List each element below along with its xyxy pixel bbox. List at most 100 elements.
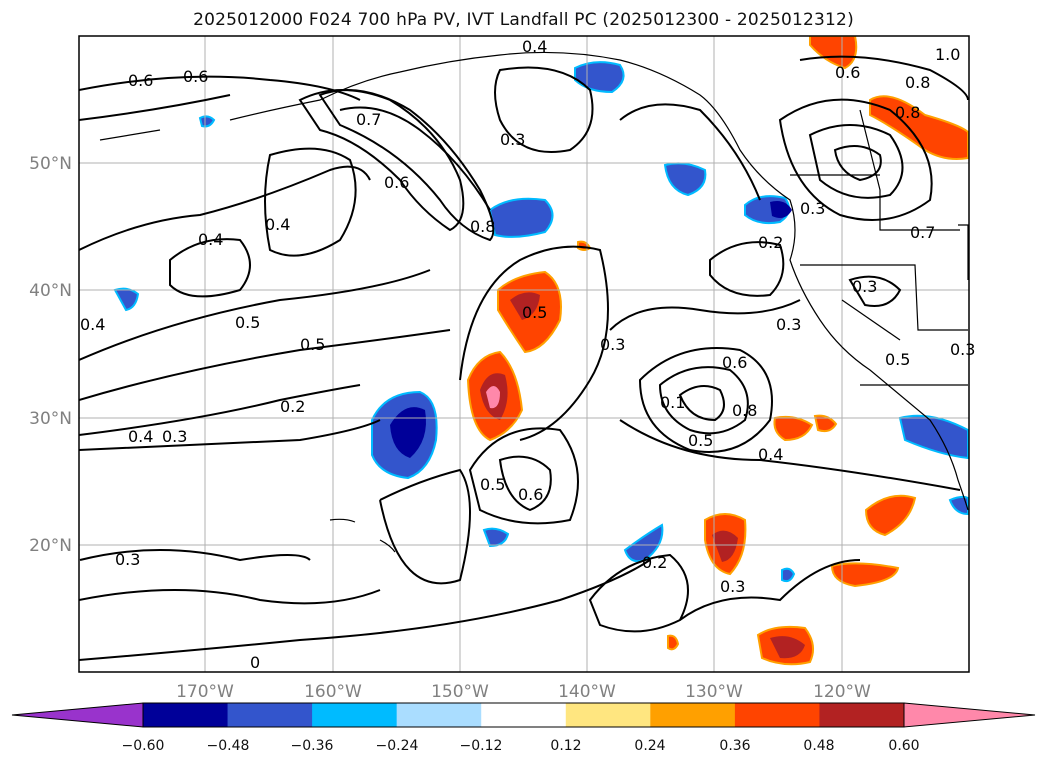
contour-label: 0.6 bbox=[384, 173, 409, 192]
contour-label: 0.4 bbox=[128, 427, 153, 446]
ivt-shading bbox=[113, 36, 969, 666]
contour-label: 0.4 bbox=[758, 445, 783, 464]
pos-patch-7 bbox=[864, 494, 917, 537]
colorbar-extend-high bbox=[903, 702, 1036, 728]
contour-label: 0.4 bbox=[80, 315, 105, 334]
lon-label-130w: 130°W bbox=[685, 682, 743, 702]
neg-core-1 bbox=[390, 407, 426, 458]
pos-patch-12 bbox=[577, 240, 592, 251]
pv-contours bbox=[79, 55, 969, 661]
contour-label: 0.3 bbox=[115, 550, 140, 569]
colorbar-tick-label: −0.60 bbox=[122, 738, 165, 754]
contour-label: 0.5 bbox=[522, 303, 547, 322]
lon-label-140w: 140°W bbox=[558, 682, 616, 702]
contour-label: 0.4 bbox=[265, 215, 290, 234]
contour-label: 0.5 bbox=[480, 475, 505, 494]
colorbar-tick-label: 0.24 bbox=[634, 738, 665, 754]
contour-label: 0.4 bbox=[198, 230, 223, 249]
contour-label-group: 0.6 0.6 0.4 0.7 0.6 0.3 0.8 0.4 0.4 0.5 … bbox=[80, 37, 975, 672]
contour-label: 0.7 bbox=[910, 223, 935, 242]
colorbar-bin bbox=[650, 703, 736, 727]
neg-core-3 bbox=[770, 201, 792, 218]
gridlines bbox=[79, 36, 969, 672]
neg-patch-2 bbox=[488, 197, 554, 238]
contour-label: 0.6 bbox=[722, 353, 747, 372]
colorbar-tick-label: −0.36 bbox=[291, 738, 334, 754]
contour-label: 0.3 bbox=[852, 277, 877, 296]
contour-label: 0.5 bbox=[300, 335, 325, 354]
pos-patch-8 bbox=[830, 562, 900, 588]
contour-label: 0.3 bbox=[950, 340, 975, 359]
lat-label-30n: 30°N bbox=[29, 409, 72, 429]
colorbar-tick-label: −0.24 bbox=[376, 738, 419, 754]
contour-label: 0.3 bbox=[776, 315, 801, 334]
contour-label: 0.6 bbox=[835, 63, 860, 82]
map-frame bbox=[78, 35, 970, 673]
contour-label: 0.5 bbox=[885, 350, 910, 369]
neg-patch-12 bbox=[781, 567, 796, 583]
colorbar-tick-label: −0.12 bbox=[460, 738, 503, 754]
longitude-labels: 170°W 160°W 150°W 140°W 130°W 120°W bbox=[176, 682, 871, 702]
latitude-labels: 50°N 40°N 30°N 20°N bbox=[29, 154, 72, 556]
neg-patch-11 bbox=[948, 495, 969, 516]
contour-label: 0.6 bbox=[518, 485, 543, 504]
contour-label: 0.7 bbox=[356, 110, 381, 129]
pos-patch-5 bbox=[869, 95, 969, 160]
contour-label: 0.2 bbox=[642, 553, 667, 572]
lon-label-160w: 160°W bbox=[304, 682, 362, 702]
lat-label-20n: 20°N bbox=[29, 536, 72, 556]
contour-label: 0 bbox=[250, 653, 260, 672]
colorbar-bin bbox=[565, 703, 651, 727]
colorbar-bin bbox=[734, 703, 820, 727]
lon-label-150w: 150°W bbox=[431, 682, 489, 702]
neg-patch-10 bbox=[198, 115, 216, 128]
pos-core-2 bbox=[510, 292, 540, 320]
pos-core-1b bbox=[486, 386, 500, 409]
colorbar-bin bbox=[312, 703, 398, 727]
lon-label-120w: 120°W bbox=[813, 682, 871, 702]
contour-label: 0.6 bbox=[128, 71, 153, 90]
colorbar-bin bbox=[396, 703, 482, 727]
colorbar-bin bbox=[481, 703, 567, 727]
neg-patch-6 bbox=[898, 414, 969, 460]
contour-label: 0.8 bbox=[895, 103, 920, 122]
colorbar-tick-label: −0.48 bbox=[207, 738, 250, 754]
lat-label-50n: 50°N bbox=[29, 154, 72, 174]
contour-label: 0.6 bbox=[183, 67, 208, 86]
contour-label: 0.8 bbox=[732, 401, 757, 420]
colorbar-tick-label: 0.60 bbox=[888, 738, 919, 754]
contour-label: 0.4 bbox=[522, 37, 547, 56]
contour-label: 1.0 bbox=[935, 45, 960, 64]
contour-label: 0.2 bbox=[280, 397, 305, 416]
contour-label: 0.1 bbox=[660, 393, 685, 412]
pos-core-4 bbox=[770, 636, 805, 659]
contour-label: 0.5 bbox=[235, 313, 260, 332]
contour-label: 0.5 bbox=[688, 431, 713, 450]
pos-patch-6 bbox=[809, 36, 858, 70]
neg-patch-7 bbox=[623, 523, 664, 563]
colorbar-tick-label: 0.48 bbox=[803, 738, 834, 754]
map-title: 2025012000 F024 700 hPa PV, IVT Landfall… bbox=[193, 10, 854, 30]
coastlines bbox=[99, 51, 969, 553]
neg-patch-9 bbox=[113, 287, 140, 312]
contour-label: 0.3 bbox=[600, 335, 625, 354]
colorbar-bin bbox=[819, 703, 905, 727]
contour-label: 0.2 bbox=[758, 233, 783, 252]
colorbar-bin bbox=[227, 703, 313, 727]
colorbar: −0.60 −0.48 −0.36 −0.24 −0.12 0.12 0.24 … bbox=[11, 702, 1036, 754]
lon-label-170w: 170°W bbox=[176, 682, 234, 702]
lat-label-40n: 40°N bbox=[29, 281, 72, 301]
neg-patch-8 bbox=[482, 527, 510, 548]
colorbar-extend-low bbox=[11, 702, 144, 728]
neg-patch-4 bbox=[574, 61, 625, 94]
neg-patch-5 bbox=[663, 162, 707, 197]
colorbar-tick-label: 0.36 bbox=[719, 738, 750, 754]
contour-label: 0.3 bbox=[500, 130, 525, 149]
contour-label: 0.3 bbox=[162, 427, 187, 446]
colorbar-bin bbox=[143, 703, 229, 727]
contour-label: 0.3 bbox=[800, 199, 825, 218]
colorbar-tick-label: 0.12 bbox=[550, 738, 581, 754]
contour-label: 0.8 bbox=[905, 73, 930, 92]
pos-core-3 bbox=[712, 530, 738, 562]
